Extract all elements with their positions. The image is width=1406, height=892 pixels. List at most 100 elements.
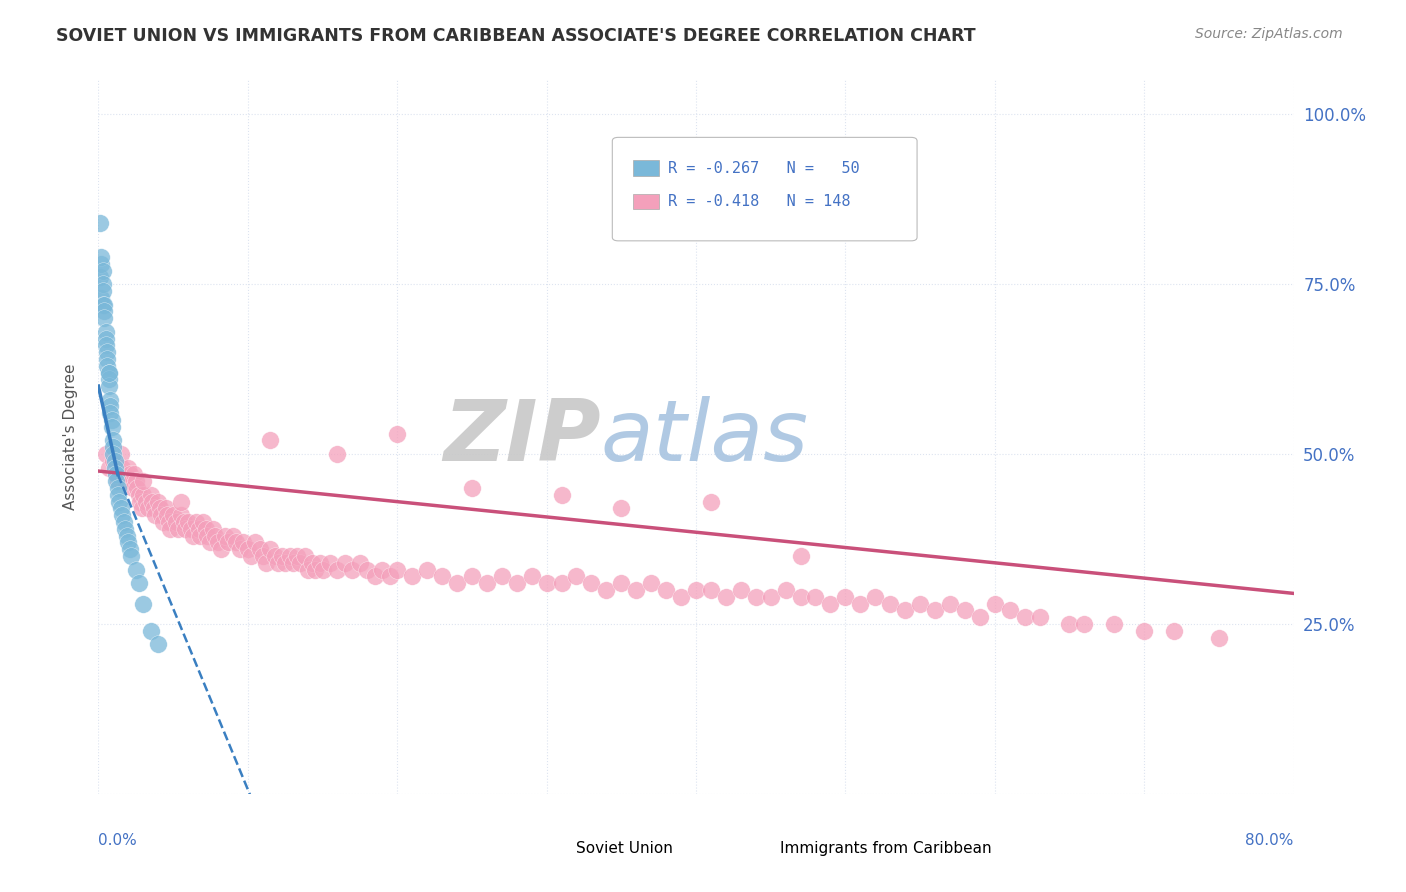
Bar [547, 842, 571, 856]
Point [385, 426, 409, 441]
Point [430, 569, 453, 583]
Point [142, 501, 165, 516]
Y-axis label: Associate's Degree: Associate's Degree [63, 364, 77, 510]
Point [195, 522, 218, 536]
Point [217, 535, 239, 549]
Point [94, 338, 117, 352]
Point [174, 522, 197, 536]
Point [141, 494, 163, 508]
Point [98, 400, 122, 414]
Point [209, 542, 232, 557]
Point [252, 549, 274, 563]
Point [969, 610, 991, 624]
Point [118, 467, 141, 482]
Bar [633, 194, 659, 210]
Point [239, 549, 262, 563]
Point [401, 569, 423, 583]
Point [301, 556, 323, 570]
Point [908, 597, 931, 611]
Point [319, 556, 342, 570]
Point [1028, 610, 1050, 624]
Point [90, 250, 112, 264]
Point [550, 488, 572, 502]
Point [214, 528, 236, 542]
Point [132, 597, 155, 611]
Point [259, 434, 281, 448]
Point [626, 582, 648, 597]
Point [108, 494, 131, 508]
Point [105, 467, 128, 482]
Point [143, 508, 166, 523]
Bar [749, 842, 773, 856]
Point [669, 590, 692, 604]
Point [820, 597, 842, 611]
Point [1059, 617, 1081, 632]
Point [759, 590, 782, 604]
Point [789, 549, 811, 563]
Point [111, 460, 134, 475]
Point [118, 542, 141, 557]
Point [94, 325, 117, 339]
Point [254, 556, 277, 570]
Point [149, 501, 172, 516]
Point [225, 535, 247, 549]
Point [94, 447, 117, 461]
Point [304, 563, 326, 577]
Point [730, 582, 752, 597]
Point [222, 528, 245, 542]
Point [120, 475, 142, 489]
Point [135, 494, 157, 508]
Point [112, 515, 135, 529]
Point [136, 501, 159, 516]
Point [111, 508, 134, 523]
Point [998, 603, 1021, 617]
Point [107, 481, 129, 495]
Point [506, 576, 529, 591]
Point [610, 576, 633, 591]
Point [152, 515, 174, 529]
Point [229, 542, 252, 557]
FancyBboxPatch shape [613, 137, 917, 241]
Point [173, 515, 195, 529]
Point [446, 576, 468, 591]
Point [924, 603, 946, 617]
Point [191, 515, 214, 529]
Point [125, 563, 148, 577]
Point [104, 460, 127, 475]
Point [159, 522, 181, 536]
Point [93, 297, 115, 311]
Point [129, 494, 152, 508]
Point [181, 528, 204, 542]
Point [364, 569, 387, 583]
Point [94, 332, 117, 346]
Point [89, 270, 111, 285]
Point [91, 297, 114, 311]
Point [232, 535, 254, 549]
Point [107, 488, 129, 502]
Point [150, 508, 173, 523]
Point [834, 590, 856, 604]
Point [281, 556, 304, 570]
Point [491, 569, 513, 583]
Point [326, 563, 349, 577]
Point [371, 563, 394, 577]
Point [536, 576, 558, 591]
Point [236, 542, 259, 557]
Point [165, 515, 187, 529]
Point [125, 475, 148, 489]
Point [204, 528, 226, 542]
Point [120, 549, 142, 563]
Point [97, 379, 120, 393]
Point [139, 624, 162, 638]
Point [804, 590, 827, 604]
Text: R = -0.418   N = 148: R = -0.418 N = 148 [668, 194, 851, 209]
Text: Source: ZipAtlas.com: Source: ZipAtlas.com [1195, 27, 1343, 41]
Point [131, 501, 153, 516]
Point [333, 556, 356, 570]
Point [550, 576, 572, 591]
Point [849, 597, 872, 611]
Point [107, 475, 129, 489]
Point [263, 549, 285, 563]
Bar [633, 161, 659, 176]
Point [112, 467, 135, 482]
